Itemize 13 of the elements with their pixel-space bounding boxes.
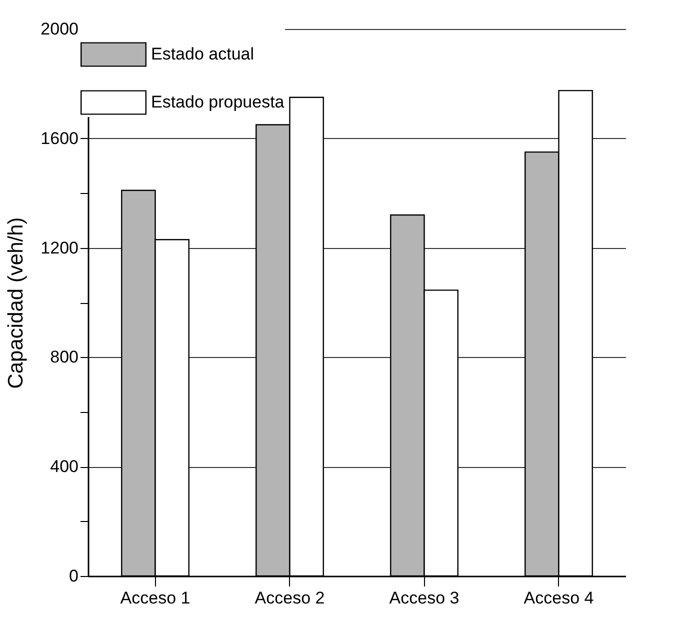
y-tick-label: 1600 bbox=[40, 128, 78, 148]
legend-label: Estado actual bbox=[151, 44, 254, 64]
x-tick-label: Acceso 2 bbox=[254, 588, 325, 608]
y-tick-label: 400 bbox=[50, 457, 78, 476]
y-tick-label: 0 bbox=[69, 566, 78, 586]
y-tick-label: 2000 bbox=[40, 20, 78, 38]
legend-label: Estado propuesta bbox=[151, 92, 285, 112]
y-tick-label: 800 bbox=[50, 348, 78, 367]
x-tick-label: Acceso 3 bbox=[389, 588, 460, 608]
x-tick-label: Acceso 1 bbox=[120, 588, 190, 608]
x-tick-label: Acceso 4 bbox=[524, 588, 594, 608]
y-tick-label: 1200 bbox=[40, 238, 78, 258]
y-axis-title: Capacidad (veh/h) bbox=[4, 217, 28, 389]
